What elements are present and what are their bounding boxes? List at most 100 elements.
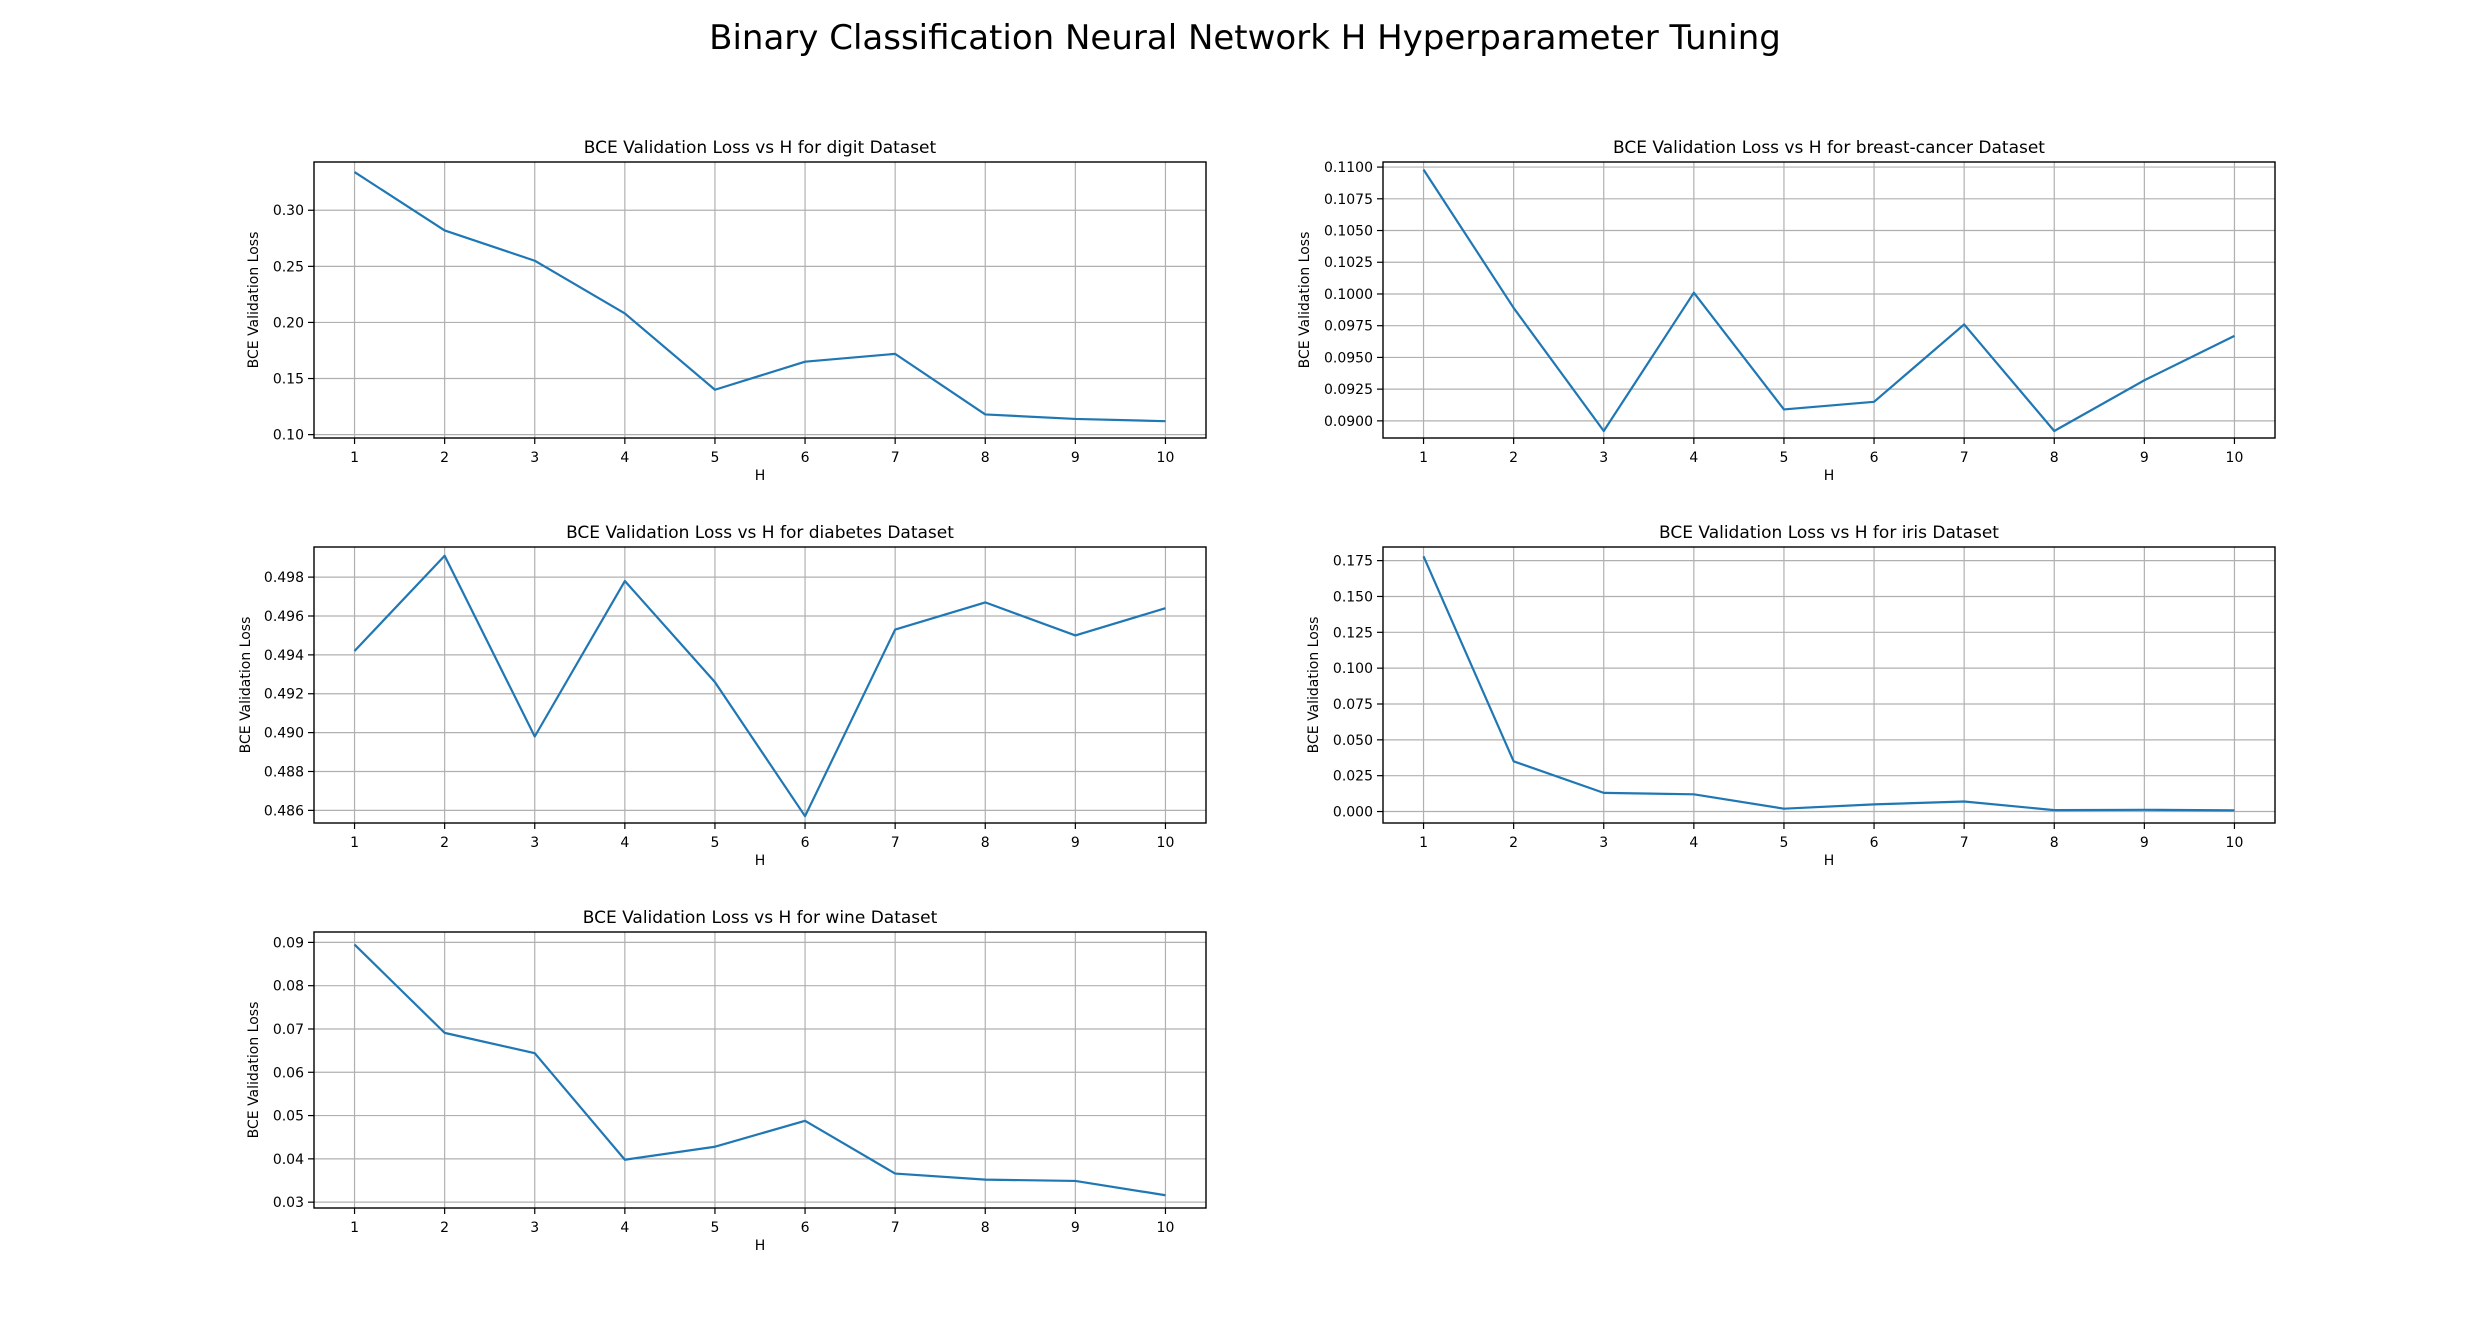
chart-title-diabetes: BCE Validation Loss vs H for diabetes Da… [566, 523, 954, 543]
x-tick-label: 4 [620, 450, 629, 466]
axes-frame [313, 161, 1207, 439]
y-tick-label: 0.25 [273, 259, 304, 275]
y-tick-label: 0.1050 [1324, 224, 1373, 240]
y-tick-label: 0.492 [264, 687, 304, 703]
x-tick-label: 1 [1419, 835, 1428, 851]
x-tick-label: 7 [891, 450, 900, 466]
y-axis-label: BCE Validation Loss [1297, 232, 1313, 369]
x-tick-label: 5 [710, 450, 719, 466]
x-axis-label: H [1824, 468, 1835, 484]
y-tick-label: 0.0950 [1324, 350, 1373, 366]
x-tick-label: 1 [350, 1220, 359, 1236]
x-tick-label: 3 [1599, 450, 1608, 466]
y-tick-label: 0.0925 [1324, 382, 1373, 398]
y-tick-label: 0.1075 [1324, 192, 1373, 208]
x-axis-label: H [755, 1238, 766, 1254]
y-tick-label: 0.498 [264, 570, 304, 586]
y-tick-label: 0.09 [273, 935, 304, 951]
y-tick-label: 0.000 [1333, 805, 1373, 821]
x-tick-label: 9 [2140, 835, 2149, 851]
y-tick-label: 0.488 [264, 764, 304, 780]
x-tick-label: 10 [1157, 1220, 1175, 1236]
y-tick-label: 0.0900 [1324, 414, 1373, 430]
axes-frame [313, 546, 1207, 824]
x-tick-label: 7 [891, 835, 900, 851]
y-tick-label: 0.050 [1333, 733, 1373, 749]
axes-frame [1382, 161, 2276, 439]
x-tick-label: 2 [440, 1220, 449, 1236]
x-tick-label: 8 [2050, 835, 2059, 851]
chart-title-wine: BCE Validation Loss vs H for wine Datase… [583, 908, 938, 928]
x-tick-label: 1 [350, 450, 359, 466]
y-tick-label: 0.1025 [1324, 255, 1373, 271]
y-axis-label: BCE Validation Loss [246, 232, 262, 369]
axes-frame [313, 931, 1207, 1209]
chart-title-breast-cancer: BCE Validation Loss vs H for breast-canc… [1613, 138, 2045, 158]
y-axis-label: BCE Validation Loss [238, 617, 254, 754]
y-tick-label: 0.15 [273, 372, 304, 388]
x-tick-label: 8 [981, 835, 990, 851]
x-tick-label: 10 [2226, 450, 2244, 466]
x-tick-label: 2 [1509, 450, 1518, 466]
x-tick-label: 9 [1071, 450, 1080, 466]
y-tick-label: 0.175 [1333, 554, 1373, 570]
x-tick-label: 6 [1870, 450, 1879, 466]
y-tick-label: 0.03 [273, 1195, 304, 1211]
y-tick-label: 0.496 [264, 609, 304, 625]
y-axis-label: BCE Validation Loss [1306, 617, 1322, 754]
x-tick-label: 8 [2050, 450, 2059, 466]
x-tick-label: 2 [440, 835, 449, 851]
x-tick-label: 8 [981, 450, 990, 466]
x-tick-label: 5 [1779, 450, 1788, 466]
series-line-breast-cancer [1422, 169, 2235, 433]
y-tick-label: 0.30 [273, 203, 304, 219]
x-tick-label: 9 [2140, 450, 2149, 466]
x-tick-label: 7 [1960, 450, 1969, 466]
chart-title-digit: BCE Validation Loss vs H for digit Datas… [584, 138, 937, 158]
x-tick-label: 9 [1071, 835, 1080, 851]
series-line-wine [353, 943, 1166, 1197]
x-tick-label: 10 [1157, 835, 1175, 851]
x-tick-label: 3 [530, 1220, 539, 1236]
x-tick-label: 3 [530, 450, 539, 466]
x-tick-label: 7 [891, 1220, 900, 1236]
y-tick-label: 0.025 [1333, 769, 1373, 785]
y-tick-label: 0.486 [264, 803, 304, 819]
y-tick-label: 0.07 [273, 1022, 304, 1038]
x-tick-label: 4 [620, 1220, 629, 1236]
y-tick-label: 0.08 [273, 979, 304, 995]
x-tick-label: 5 [1779, 835, 1788, 851]
x-axis-label: H [1824, 853, 1835, 869]
x-tick-label: 10 [2226, 835, 2244, 851]
x-tick-label: 2 [1509, 835, 1518, 851]
y-tick-label: 0.05 [273, 1109, 304, 1125]
x-tick-label: 3 [530, 835, 539, 851]
x-tick-label: 8 [981, 1220, 990, 1236]
x-tick-label: 6 [801, 835, 810, 851]
x-axis-label: H [755, 468, 766, 484]
chart-title-iris: BCE Validation Loss vs H for iris Datase… [1659, 523, 1999, 543]
x-tick-label: 6 [801, 450, 810, 466]
axes-frame [1382, 546, 2276, 824]
y-tick-label: 0.494 [264, 648, 304, 664]
figure-title: Binary Classification Neural Network H H… [709, 18, 1781, 58]
x-tick-label: 5 [710, 835, 719, 851]
x-tick-label: 9 [1071, 1220, 1080, 1236]
x-tick-label: 1 [1419, 450, 1428, 466]
y-tick-label: 0.04 [273, 1152, 304, 1168]
x-tick-label: 1 [350, 835, 359, 851]
x-tick-label: 5 [710, 1220, 719, 1236]
y-tick-label: 0.20 [273, 315, 304, 331]
y-tick-label: 0.10 [273, 428, 304, 444]
x-tick-label: 7 [1960, 835, 1969, 851]
x-tick-label: 2 [440, 450, 449, 466]
series-line-iris [1422, 555, 2235, 812]
x-tick-label: 3 [1599, 835, 1608, 851]
y-tick-label: 0.1000 [1324, 287, 1373, 303]
x-tick-label: 4 [1689, 450, 1698, 466]
x-tick-label: 6 [1870, 835, 1879, 851]
y-tick-label: 0.0975 [1324, 319, 1373, 335]
